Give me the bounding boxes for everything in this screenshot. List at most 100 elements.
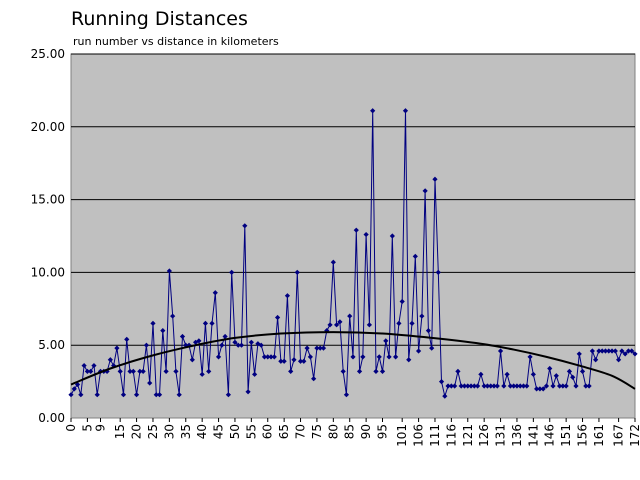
data-point <box>179 333 186 340</box>
data-point <box>347 313 353 319</box>
data-point <box>373 368 379 375</box>
data-point <box>488 383 494 389</box>
x-tick-label: 116 <box>444 424 458 447</box>
data-point <box>527 354 533 360</box>
x-tick-label: 5 <box>80 424 94 432</box>
data-point <box>491 383 497 389</box>
data-point <box>156 392 163 398</box>
data-point <box>127 368 133 375</box>
data-point <box>566 368 573 375</box>
data-point <box>579 368 586 375</box>
y-axis: 0.00 5.00 10.00 15.00 20.00 25.00 <box>31 47 65 425</box>
data-point <box>458 383 464 389</box>
data-point <box>281 358 287 364</box>
data-point <box>475 383 481 389</box>
x-tick-label: 40 <box>195 424 209 439</box>
data-point <box>150 320 156 326</box>
data-point <box>242 223 248 229</box>
data-point <box>484 383 491 389</box>
data-point <box>507 383 513 389</box>
data-point <box>425 328 432 334</box>
x-tick-label: 126 <box>477 424 491 447</box>
data-point <box>494 383 500 389</box>
data-point <box>514 383 520 389</box>
data-point <box>307 354 313 360</box>
data-point <box>91 362 97 369</box>
data-point <box>560 383 566 389</box>
x-tick-label: 146 <box>543 424 557 447</box>
data-point <box>320 345 327 351</box>
y-tick-label: 10.00 <box>31 265 65 279</box>
data-point <box>301 358 307 364</box>
data-point <box>163 368 169 375</box>
data-point <box>314 345 320 351</box>
data-point <box>619 348 625 354</box>
data-point <box>448 383 454 389</box>
data-point <box>120 392 127 398</box>
data-point <box>625 348 632 354</box>
x-tick-label: 151 <box>559 424 573 447</box>
data-point <box>353 227 359 233</box>
data-point <box>422 188 428 194</box>
data-point <box>583 383 589 389</box>
x-tick-label: 70 <box>294 424 308 439</box>
data-point <box>570 374 576 380</box>
data-point <box>78 392 84 398</box>
x-tick-label: 0 <box>64 424 78 432</box>
data-point <box>274 314 281 321</box>
data-point <box>452 383 458 389</box>
data-point <box>402 108 409 114</box>
data-point <box>589 348 595 354</box>
data-point <box>137 368 143 375</box>
data-point <box>206 368 212 375</box>
data-point <box>248 339 254 345</box>
x-tick-label: 35 <box>179 424 193 439</box>
data-point <box>297 358 304 364</box>
data-point <box>409 320 415 326</box>
data-point <box>199 371 205 377</box>
data-point <box>415 348 422 354</box>
data-point <box>455 368 461 375</box>
data-point <box>537 386 543 392</box>
data-point <box>389 233 395 239</box>
x-tick-label: 60 <box>261 424 275 439</box>
data-point <box>170 313 176 319</box>
data-point <box>432 176 438 182</box>
data-point <box>534 386 540 392</box>
data-point <box>622 351 628 357</box>
x-tick-label: 65 <box>277 424 291 439</box>
data-point <box>435 269 441 275</box>
data-point <box>173 368 179 375</box>
data-point <box>445 383 451 389</box>
data-point <box>114 345 120 351</box>
data-point <box>196 338 202 344</box>
data-point <box>540 386 546 392</box>
x-tick-label: 90 <box>359 424 373 439</box>
data-point <box>419 313 425 319</box>
data-point <box>370 108 376 114</box>
data-point <box>189 357 195 363</box>
data-point <box>547 365 553 372</box>
data-point <box>143 342 150 348</box>
data-point <box>225 392 231 398</box>
y-tick-label: 20.00 <box>31 120 65 134</box>
y-tick-label: 15.00 <box>31 193 65 207</box>
x-tick-label: 161 <box>592 424 606 447</box>
x-tick-label: 20 <box>130 424 144 439</box>
data-point <box>468 383 474 389</box>
x-tick-label: 172 <box>628 424 640 447</box>
data-point <box>602 348 609 354</box>
data-point <box>363 231 369 238</box>
x-tick-label: 9 <box>94 424 108 432</box>
data-point <box>117 368 123 375</box>
data-point <box>130 368 136 375</box>
x-tick-label: 55 <box>244 424 258 439</box>
x-tick-label: 25 <box>146 424 160 439</box>
data-point <box>294 269 300 275</box>
x-axis: 0 5 9 15 20 25 30 35 40 45 50 55 60 65 70 75 80 85 90 95 101… <box>64 418 640 447</box>
data-point <box>396 320 402 326</box>
data-point <box>511 383 517 389</box>
data-point <box>563 383 569 389</box>
data-point <box>386 354 392 360</box>
x-tick-label: 95 <box>376 424 390 439</box>
